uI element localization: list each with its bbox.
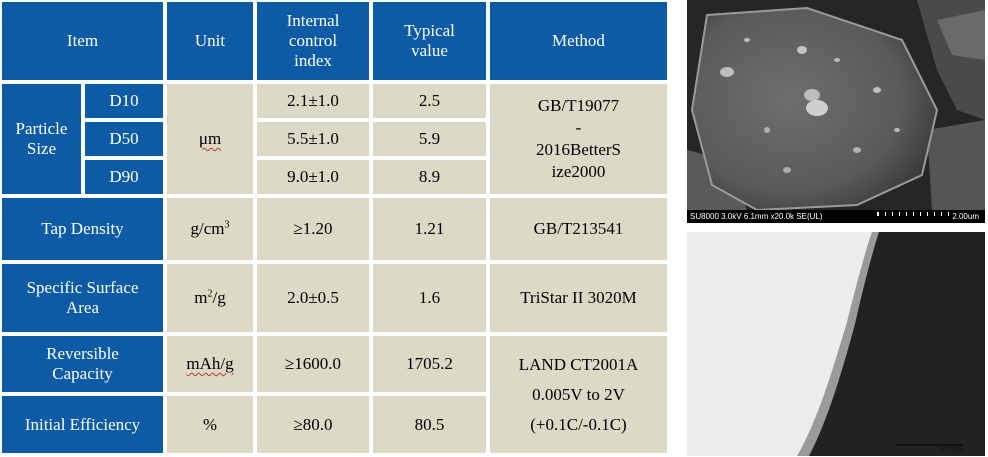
table-row-initial-efficiency: Initial Efficiency % ≥80.0 80.5 xyxy=(0,394,669,455)
header-item: Item xyxy=(0,0,165,82)
d10-label: D10 xyxy=(83,82,165,120)
d10-value: 2.5 xyxy=(371,82,488,120)
table-row-reversible-capacity: Reversible Capacity mAh/g ≥1600.0 1705.2 … xyxy=(0,334,669,455)
initial-efficiency-index: ≥80.0 xyxy=(255,394,371,455)
d50-index: 5.5±1.0 xyxy=(255,120,371,158)
sem-info-text: SU8000 3.0kV 6.1mm x20.0k SE(UL) xyxy=(690,212,823,221)
reversible-capacity-index: ≥1600.0 xyxy=(255,334,371,394)
d90-value: 8.9 xyxy=(371,158,488,196)
d10-index: 2.1±1.0 xyxy=(255,82,371,120)
specification-table: Item Unit Internal control index Typical va… xyxy=(0,0,669,455)
surface-area-value: 1.6 xyxy=(371,262,488,334)
reversible-capacity-label: Reversible Capacity xyxy=(0,334,165,394)
table-row-surface-area: Specific Surface Area m2/g 2.0±0.5 1.6 Tr… xyxy=(0,262,669,334)
header-unit: Unit xyxy=(165,0,255,82)
table-row-d50: D50 5.5±1.0 5.9 xyxy=(0,120,669,158)
tem-image xyxy=(687,232,985,456)
surface-area-label: Specific Surface Area xyxy=(0,262,165,334)
header-row: Item Unit Internal control index Typical va… xyxy=(0,0,669,82)
table-row-tap-density: Tap Density g/cm3 ≥1.20 1.21 GB/T213541 xyxy=(0,196,669,262)
tem-micrograph: 100.0nm xyxy=(687,232,985,456)
d90-index: 9.0±1.0 xyxy=(255,158,371,196)
surface-area-unit: m2/g xyxy=(165,262,255,334)
sem-image xyxy=(687,0,985,210)
particle-size-method: GB/T19077-2016BetterS ize2000 xyxy=(488,82,669,196)
tem-scale-label: 100.0nm xyxy=(939,447,963,453)
sem-info-bar: SU8000 3.0kV 6.1mm x20.0k SE(UL) 2.00um xyxy=(687,210,985,223)
d90-label: D90 xyxy=(83,158,165,196)
sem-scale-ticks xyxy=(877,212,949,216)
sem-micrograph: SU8000 3.0kV 6.1mm x20.0k SE(UL) 2.00um xyxy=(687,0,985,223)
tap-density-value: 1.21 xyxy=(371,196,488,262)
reversible-capacity-unit: mAh/g xyxy=(165,334,255,394)
reversible-capacity-value: 1705.2 xyxy=(371,334,488,394)
header-method: Method xyxy=(488,0,669,82)
tap-density-index: ≥1.20 xyxy=(255,196,371,262)
d50-label: D50 xyxy=(83,120,165,158)
initial-efficiency-label: Initial Efficiency xyxy=(0,394,165,455)
surface-area-index: 2.0±0.5 xyxy=(255,262,371,334)
land-method: LAND CT2001A 0.005V to 2V (+0.1C/-0.1C) xyxy=(488,334,669,455)
d50-value: 5.9 xyxy=(371,120,488,158)
initial-efficiency-value: 80.5 xyxy=(371,394,488,455)
header-typical-value: Typical value xyxy=(371,0,488,82)
table-row-d90: D90 9.0±1.0 8.9 xyxy=(0,158,669,196)
tem-scale-bar xyxy=(897,444,963,446)
tap-density-method: GB/T213541 xyxy=(488,196,669,262)
initial-efficiency-unit: % xyxy=(165,394,255,455)
header-internal-control-index: Internal control index xyxy=(255,0,371,82)
table-row-d10: Particle Size D10 μm 2.1±1.0 2.5 GB/T1907… xyxy=(0,82,669,196)
particle-size-unit: μm xyxy=(165,82,255,196)
surface-area-method: TriStar II 3020M xyxy=(488,262,669,334)
tap-density-label: Tap Density xyxy=(0,196,165,262)
sem-scale-label: 2.00um xyxy=(952,212,979,221)
tap-density-unit: g/cm3 xyxy=(165,196,255,262)
particle-size-label: Particle Size xyxy=(0,82,83,196)
